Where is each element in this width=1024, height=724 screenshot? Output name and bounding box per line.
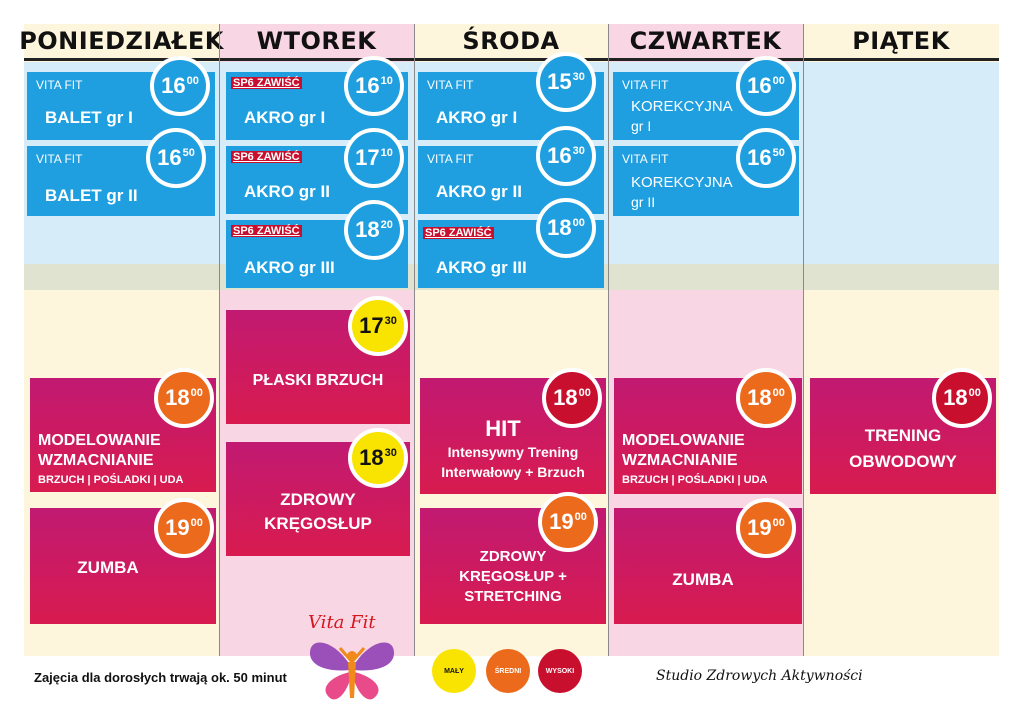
time-badge: 16 00 xyxy=(150,56,210,116)
class-title: PŁASKI BRZUCH xyxy=(252,372,384,389)
butterfly-logo-icon xyxy=(309,642,395,700)
studio-name: Studio Zdrowych Aktywności xyxy=(656,668,863,684)
column-divider xyxy=(414,24,415,656)
day-header-thursday: CZWARTEK xyxy=(629,27,782,55)
class-title: HIT xyxy=(485,416,521,441)
legend-level-low: MAŁY xyxy=(432,649,476,693)
location-tag: SP6 ZAWIŚĆ xyxy=(423,227,494,239)
organizer-label: VITA FIT xyxy=(427,78,474,92)
class-title-line2: gr II xyxy=(631,194,656,210)
duration-note: Zajęcia dla dorosłych trwają ok. 50 minu… xyxy=(34,670,287,685)
organizer-label: VITA FIT xyxy=(622,78,669,92)
class-title: AKRO gr II xyxy=(244,182,330,201)
class-title-line2: WZMACNIANIE xyxy=(622,452,738,469)
class-title-line1: MODELOWANIE xyxy=(622,432,745,449)
time-badge: 19 00 xyxy=(538,492,598,552)
class-title: ZUMBA xyxy=(672,570,734,589)
time-badge: 16 50 xyxy=(736,128,796,188)
time-badge: 15 30 xyxy=(536,52,596,112)
time-badge: 18 00 xyxy=(536,198,596,258)
class-title-line3: STRETCHING xyxy=(464,588,562,605)
class-title-line2: OBWODOWY xyxy=(849,452,957,471)
time-badge: 18 20 xyxy=(344,200,404,260)
time-badge: 18 00 xyxy=(542,368,602,428)
time-badge: 17 30 xyxy=(348,296,408,356)
class-subtitle: BRZUCH | POŚLADKI | UDA xyxy=(622,474,768,486)
class-title-line1: MODELOWANIE xyxy=(38,432,161,449)
class-title-line2: KRĘGOSŁUP + xyxy=(459,568,567,585)
time-badge: 19 00 xyxy=(736,498,796,558)
class-title: ZUMBA xyxy=(77,558,139,577)
location-tag: SP6 ZAWIŚĆ xyxy=(231,151,302,163)
time-badge: 17 10 xyxy=(344,128,404,188)
time-badge: 16 30 xyxy=(536,126,596,186)
day-header-tuesday: WTOREK xyxy=(256,27,377,55)
time-badge: 18 00 xyxy=(154,368,214,428)
organizer-label: VITA FIT xyxy=(427,152,474,166)
class-subtitle-line2: Interwałowy + Brzuch xyxy=(441,464,585,480)
column-divider xyxy=(219,24,220,656)
legend-level-high: WYSOKI xyxy=(538,649,582,693)
header-underline xyxy=(24,58,999,61)
class-title-line2: gr I xyxy=(631,118,652,134)
class-card-zumba[interactable]: ZUMBA xyxy=(30,508,216,624)
class-title: AKRO gr II xyxy=(436,182,522,201)
time-badge: 18 30 xyxy=(348,428,408,488)
logo-wordmark: Vita Fit xyxy=(308,612,376,633)
class-title-line1: ZDROWY xyxy=(479,548,547,565)
day-header-monday: PONIEDZIAŁEK xyxy=(19,27,224,55)
class-title-line1: ZDROWY xyxy=(280,490,356,509)
organizer-label: VITA FIT xyxy=(36,152,83,166)
class-title: BALET gr I xyxy=(45,108,133,127)
class-subtitle-line1: Intensywny Trening xyxy=(447,444,579,460)
class-title-line1: TRENING xyxy=(864,426,942,445)
class-title-line2: WZMACNIANIE xyxy=(38,452,154,469)
time-badge: 18 00 xyxy=(736,368,796,428)
class-title: AKRO gr III xyxy=(244,258,335,277)
time-badge: 19 00 xyxy=(154,498,214,558)
class-title: BALET gr II xyxy=(45,186,138,205)
time-badge: 16 10 xyxy=(344,56,404,116)
organizer-label: VITA FIT xyxy=(36,78,83,92)
class-title-line1: KOREKCYJNA xyxy=(631,98,733,115)
day-header-wednesday: ŚRODA xyxy=(462,27,560,55)
class-card-zdrowy-kregoslup-stretching[interactable]: ZDROWY KRĘGOSŁUP + STRETCHING xyxy=(420,508,606,624)
class-title: AKRO gr I xyxy=(244,108,326,127)
organizer-label: VITA FIT xyxy=(622,152,669,166)
class-title-line2: KRĘGOSŁUP xyxy=(264,514,372,533)
day-header-friday: PIĄTEK xyxy=(852,27,950,55)
location-tag: SP6 ZAWIŚĆ xyxy=(231,225,302,237)
time-badge: 18 00 xyxy=(932,368,992,428)
column-divider xyxy=(608,24,609,656)
time-badge: 16 00 xyxy=(736,56,796,116)
class-subtitle: BRZUCH | POŚLADKI | UDA xyxy=(38,474,184,486)
class-title: AKRO gr I xyxy=(436,108,518,127)
location-tag: SP6 ZAWIŚĆ xyxy=(231,77,302,89)
column-divider xyxy=(803,24,804,656)
class-card-modelowanie[interactable]: MODELOWANIE WZMACNIANIE BRZUCH | POŚLADK… xyxy=(30,378,216,492)
legend-level-medium: ŚREDNI xyxy=(486,649,530,693)
class-title: AKRO gr III xyxy=(436,258,527,277)
class-title-line1: KOREKCYJNA xyxy=(631,174,733,191)
time-badge: 16 50 xyxy=(146,128,206,188)
